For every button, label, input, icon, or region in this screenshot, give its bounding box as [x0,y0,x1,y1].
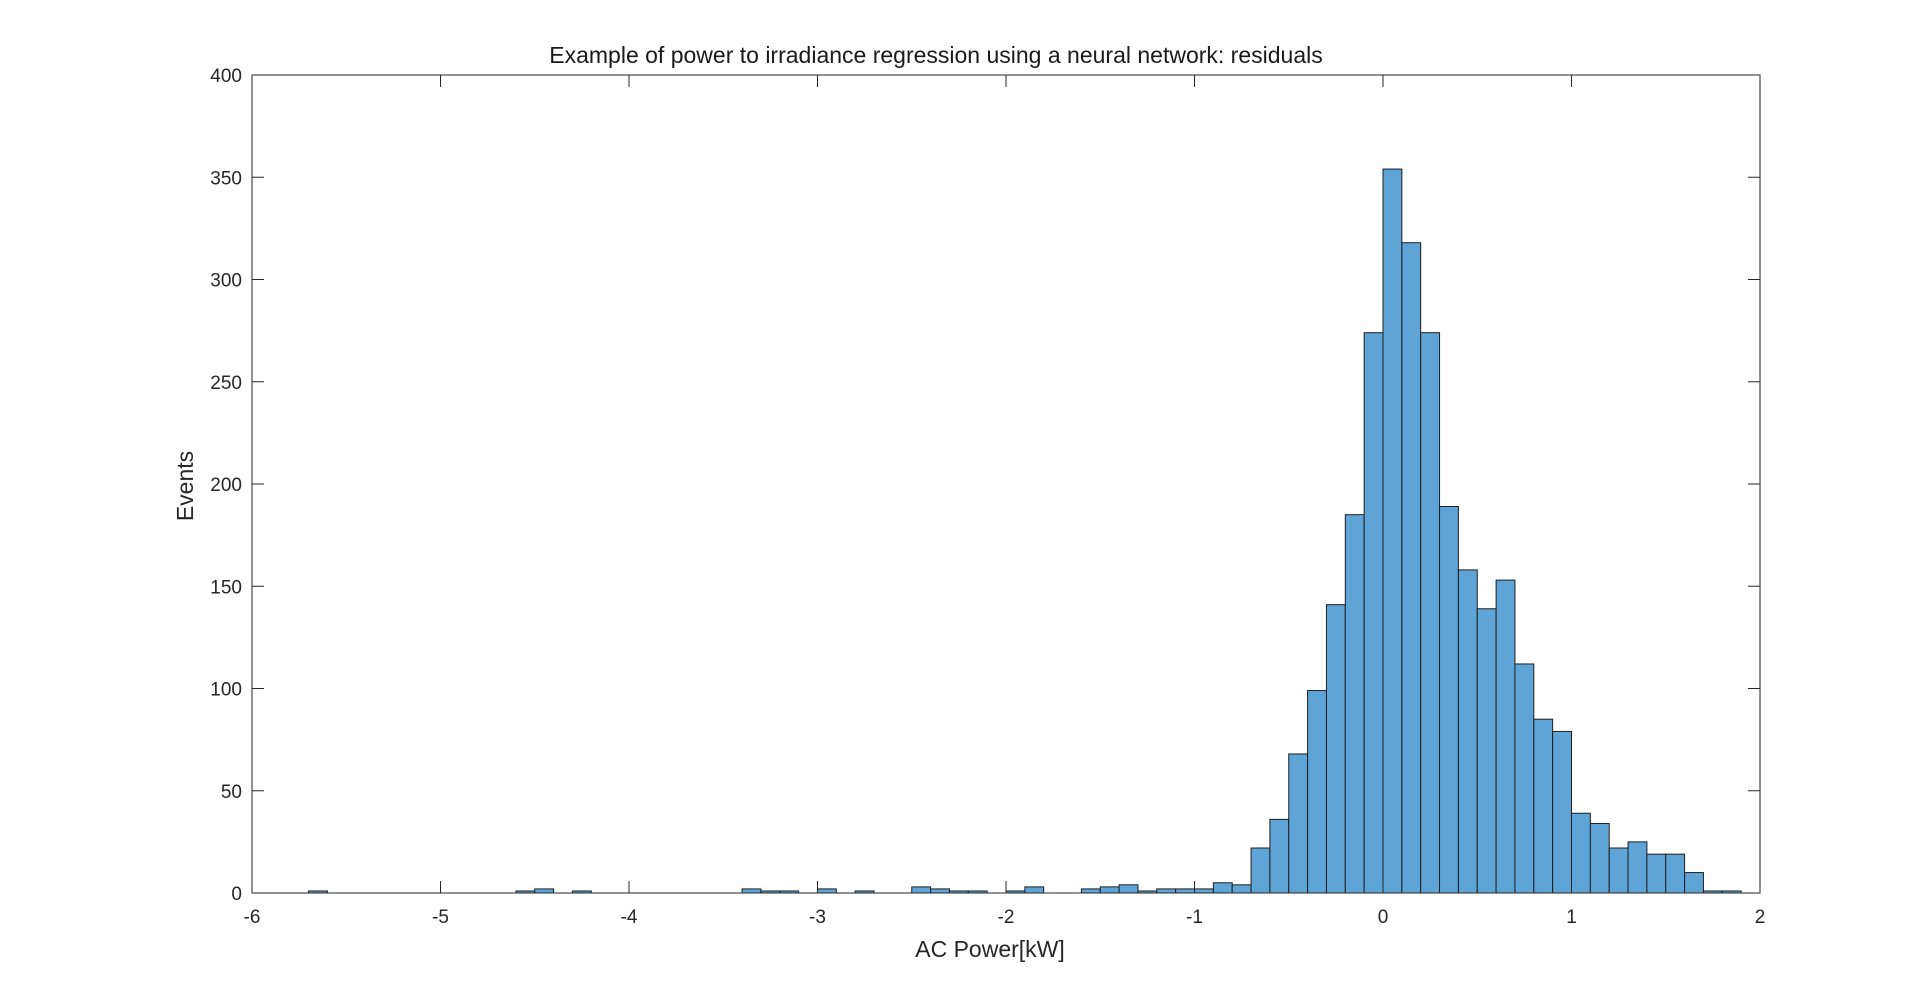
histogram-bar [1118,884,1139,894]
histogram-bar [1194,888,1214,894]
y-tick-label: 250 [210,373,242,394]
histogram-bar [1684,872,1704,894]
histogram-bar [1589,822,1610,894]
histogram-bar [1307,690,1327,894]
histogram-bar [1457,569,1478,894]
histogram-bar [1646,853,1667,894]
histogram-bar [1099,886,1120,894]
histogram-bar [1024,886,1045,894]
y-axis-label: Events [172,451,198,521]
chart-title: Example of power to irradiance regressio… [549,42,1322,68]
y-tick-label: 400 [210,66,242,87]
histogram-bar [1344,514,1365,894]
histogram-bar [1288,753,1309,894]
histogram-bar [1420,332,1441,894]
histogram-bar [1439,506,1459,894]
y-tick-label: 200 [210,475,242,496]
y-tick-label: 350 [210,168,242,189]
histogram-bar [1571,812,1591,894]
histogram-bar [1665,853,1686,894]
histogram-bar [1627,841,1648,894]
x-axis-label: AC Power[kW] [915,936,1065,962]
x-tick-label: 2 [1755,907,1766,928]
histogram-bar [1608,847,1629,894]
histogram-bar [911,886,932,894]
histogram-bar [1080,888,1101,894]
x-tick-label: 0 [1378,907,1389,928]
histogram-bar [1495,579,1516,894]
histogram-bar [1514,663,1535,894]
y-tick-label: 150 [210,577,242,598]
y-tick-label: 300 [210,271,242,292]
plot-area: -6 -5 -4 -3 -2 -1 0 1 2 0 50 100 150 200 250 300 350 400 [210,66,1765,928]
x-tick-label: -3 [809,907,826,928]
x-tick-label: 1 [1566,907,1577,928]
histogram-bar [1231,884,1252,894]
x-tick-label: -1 [1186,907,1203,928]
histogram-bar [1363,332,1384,894]
x-tick-label: -2 [998,907,1015,928]
histogram-bar [1175,888,1196,894]
histogram-bar [1401,242,1422,894]
y-tick-label: 50 [221,782,242,803]
histogram-bar [930,888,950,894]
histogram-bar [1250,847,1271,894]
histogram-bar [1533,718,1554,894]
x-tick-label: -4 [621,907,638,928]
histogram-bar [1156,888,1177,894]
histogram-bar [1382,168,1403,894]
histogram-bar [534,888,555,894]
histogram-bar [1269,818,1290,894]
histogram-bar [817,888,837,894]
histogram-bar [1476,608,1497,894]
x-tick-label: -6 [244,907,261,928]
y-tick-label: 0 [231,884,242,905]
x-tick-label: -5 [432,907,449,928]
histogram-bar [1212,882,1233,894]
histogram-bar [1552,730,1573,894]
histogram-bar [1325,604,1346,894]
histogram-bar [741,888,762,894]
y-tick-label: 100 [210,680,242,701]
